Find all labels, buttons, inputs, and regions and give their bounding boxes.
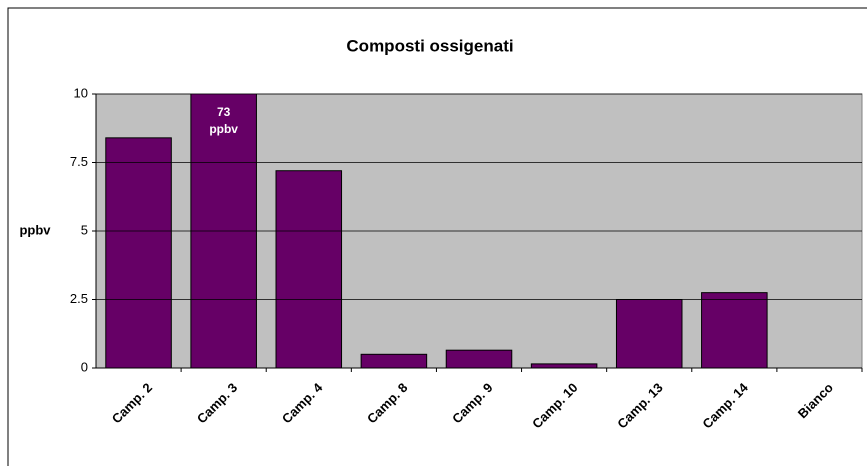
y-tick-label: 10: [74, 85, 88, 100]
value-label-box: 73 ppbv: [209, 105, 238, 136]
bar: [530, 363, 598, 368]
y-tick-label: 7.5: [70, 154, 88, 169]
bar: [615, 299, 683, 368]
value-label: 73 ppbv: [209, 105, 238, 136]
bar: [105, 137, 172, 368]
bar: [275, 170, 343, 368]
y-axis-label: ppbv: [19, 222, 51, 237]
bar: [445, 349, 513, 368]
y-tick-label: 0: [81, 359, 88, 374]
bar: [701, 292, 768, 368]
y-tick-label: 5: [81, 222, 88, 237]
bar: [360, 353, 428, 368]
chart-title: Composti ossigenati: [346, 36, 513, 55]
y-tick-label: 2.5: [70, 291, 88, 306]
